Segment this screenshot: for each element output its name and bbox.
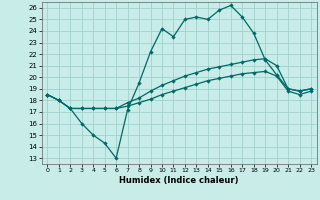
X-axis label: Humidex (Indice chaleur): Humidex (Indice chaleur) [119,176,239,185]
